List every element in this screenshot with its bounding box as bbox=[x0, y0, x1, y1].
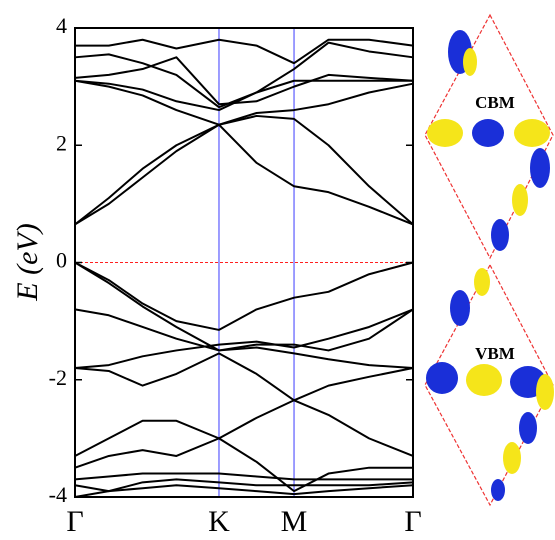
y-tick-label: 0 bbox=[56, 248, 67, 273]
band-line bbox=[74, 79, 413, 112]
x-tick-label: M bbox=[281, 505, 308, 538]
orbital-lobe bbox=[426, 362, 458, 394]
band-line bbox=[74, 399, 414, 457]
orbital-lobe bbox=[530, 148, 550, 188]
band-line bbox=[74, 82, 414, 226]
band-line bbox=[74, 478, 414, 493]
orbital-lobe bbox=[512, 184, 528, 216]
plot-frame bbox=[74, 27, 414, 498]
orbital-lobe bbox=[450, 290, 470, 326]
band-line bbox=[74, 352, 414, 402]
y-axis-label: E (eV) bbox=[11, 223, 44, 301]
band-line bbox=[74, 308, 414, 370]
orbital-lobe bbox=[463, 48, 477, 76]
band-line bbox=[74, 123, 414, 226]
y-tick-label: -4 bbox=[49, 482, 67, 507]
cell-outline bbox=[424, 263, 554, 507]
inset-cbm: CBM bbox=[424, 13, 554, 260]
cell-outline bbox=[424, 13, 554, 260]
band-line bbox=[74, 261, 414, 352]
y-tick-label: 2 bbox=[56, 130, 67, 155]
y-tick-label: -2 bbox=[49, 365, 67, 390]
orbital-lobe bbox=[519, 412, 537, 444]
band-line bbox=[74, 472, 413, 481]
inset-label: CBM bbox=[475, 93, 515, 112]
band-line bbox=[75, 38, 414, 65]
orbital-lobe bbox=[514, 119, 550, 147]
x-tick-label: Γ bbox=[404, 505, 421, 538]
orbital-lobe bbox=[472, 119, 504, 147]
inset-vbm: VBM bbox=[424, 263, 554, 507]
x-tick-label: K bbox=[208, 505, 230, 538]
orbital-lobe bbox=[503, 442, 521, 474]
band-line bbox=[74, 484, 414, 498]
orbital-lobe bbox=[491, 479, 505, 501]
band-line bbox=[74, 56, 414, 106]
inset-label: VBM bbox=[475, 344, 515, 363]
orbital-lobe bbox=[466, 364, 502, 396]
orbital-lobe bbox=[427, 119, 463, 147]
y-tick-label: 4 bbox=[56, 13, 67, 38]
x-tick-label: Γ bbox=[66, 505, 83, 538]
band-line bbox=[74, 308, 414, 370]
orbital-lobe bbox=[491, 219, 509, 251]
band-line bbox=[74, 79, 414, 226]
band-line bbox=[74, 41, 414, 109]
band-line bbox=[74, 437, 413, 493]
orbital-lobe bbox=[474, 268, 490, 296]
orbital-lobe bbox=[536, 374, 554, 410]
band-line bbox=[74, 261, 414, 331]
